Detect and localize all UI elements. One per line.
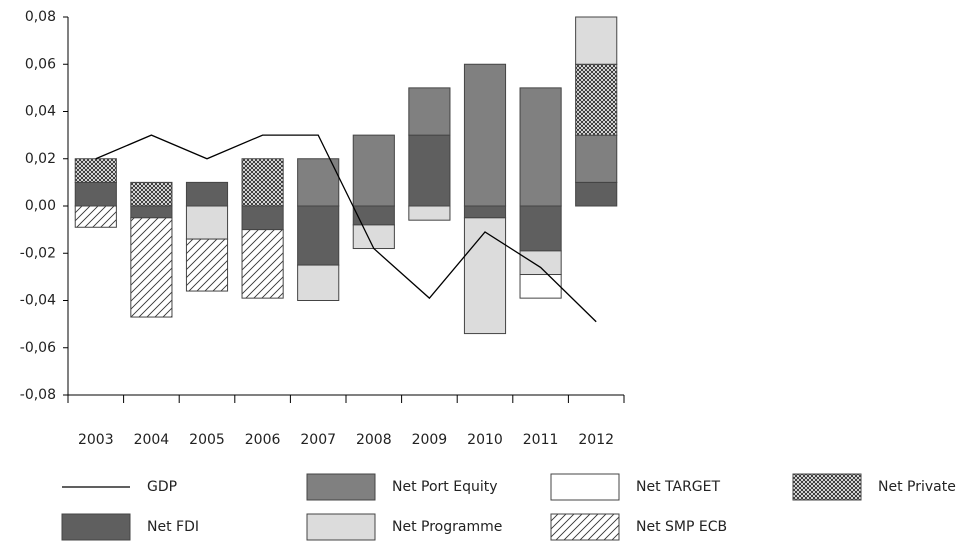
x-tick-label: 2010 (467, 432, 503, 448)
bar-segment (297, 158, 340, 207)
legend-label: GDP (147, 479, 177, 495)
bar-segment (241, 229, 284, 299)
bar-segment (575, 134, 618, 183)
legend-label: Net SMP ECB (636, 519, 727, 535)
bar-segment (241, 158, 284, 207)
bar-segment (575, 181, 618, 207)
bar-segment (74, 158, 117, 183)
bar-segment (519, 274, 562, 299)
gdp-line (95, 134, 597, 323)
bar-segment (575, 16, 618, 65)
legend-label: Net Port Equity (392, 479, 498, 495)
y-tick-label: 0,04 (25, 104, 56, 120)
bar-segment (185, 238, 229, 292)
bar-segment (519, 205, 562, 252)
legend-label: Net FDI (147, 519, 199, 535)
bar-segment (519, 87, 562, 207)
legend-swatch (550, 473, 620, 501)
y-tick-label: 0,02 (25, 151, 56, 167)
bar-segment (463, 205, 507, 219)
x-tick-label: 2012 (578, 432, 614, 448)
bar-segment (130, 217, 173, 318)
y-tick-label: 0,06 (25, 56, 56, 72)
x-tick-label: 2007 (300, 432, 336, 448)
y-tick-label: -0,08 (20, 387, 56, 403)
bar-segment (130, 205, 173, 219)
bar-segment (463, 217, 507, 335)
y-tick-label: -0,06 (20, 340, 56, 356)
x-tick-label: 2006 (245, 432, 281, 448)
x-tick-label: 2008 (356, 432, 392, 448)
legend-label: Net TARGET (636, 479, 720, 495)
bar-segment (130, 181, 173, 207)
bar-segment (352, 224, 395, 250)
bar-segment (408, 87, 451, 136)
y-tick-label: 0,00 (25, 198, 56, 214)
bar-segment (185, 181, 229, 207)
bar-segment (241, 205, 284, 231)
bar-segment (297, 264, 340, 301)
x-tick-label: 2004 (134, 432, 170, 448)
bar-segment (185, 205, 229, 240)
bar-segment (74, 205, 117, 228)
bar-segment (575, 63, 618, 136)
legend-swatch (792, 473, 862, 501)
y-tick-label: -0,04 (20, 293, 56, 309)
x-tick-label: 2009 (412, 432, 448, 448)
legend-swatch (306, 513, 376, 541)
bar-segment (352, 205, 395, 226)
y-tick-label: -0,02 (20, 245, 56, 261)
bar-segment (408, 134, 451, 207)
bar-segment (408, 205, 451, 221)
bar-segment (463, 63, 507, 207)
legend-swatch (550, 513, 620, 541)
bar-segment (519, 250, 562, 276)
legend-label: Net Private Debt (878, 479, 959, 495)
legend-label: Net Programme (392, 519, 502, 535)
legend-swatch (306, 473, 376, 501)
bar-segment (297, 205, 340, 266)
x-tick-label: 2005 (189, 432, 225, 448)
bar-segment (74, 181, 117, 207)
x-tick-label: 2003 (78, 432, 114, 448)
legend-swatch (61, 513, 131, 541)
bar-segment (352, 134, 395, 207)
x-tick-label: 2011 (523, 432, 559, 448)
y-tick-label: 0,08 (25, 9, 56, 25)
